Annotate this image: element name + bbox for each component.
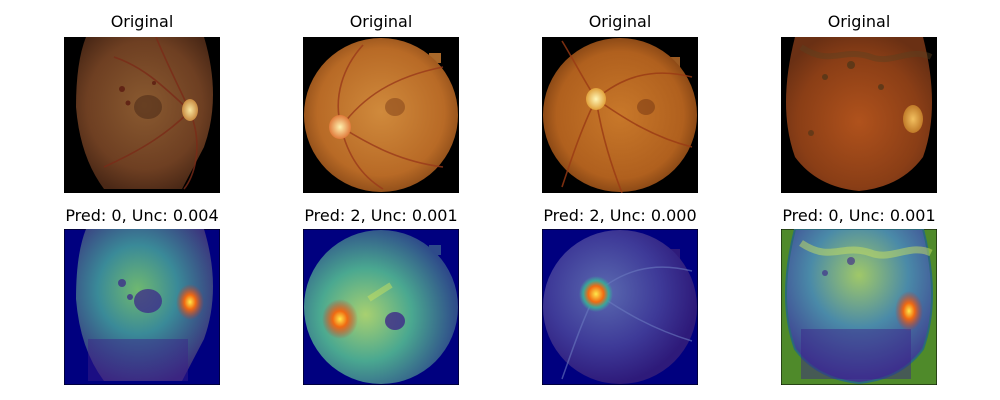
fundus-image-3 <box>542 37 698 193</box>
fundus-image-1 <box>64 37 220 193</box>
panel-title-original-1: Original <box>110 12 174 31</box>
panel-title-prediction-2: Pred: 2, Unc: 0.001 <box>304 206 458 225</box>
panel-title-prediction-4: Pred: 0, Unc: 0.001 <box>782 206 936 225</box>
heatmap-image-4 <box>781 229 937 385</box>
panel-title-original-3: Original <box>588 12 652 31</box>
panel-title-prediction-3: Pred: 2, Unc: 0.000 <box>543 206 697 225</box>
heatmap-image-2 <box>303 229 459 385</box>
panel-title-prediction-1: Pred: 0, Unc: 0.004 <box>65 206 219 225</box>
heatmap-image-3 <box>542 229 698 385</box>
heatmap-image-1 <box>64 229 220 385</box>
fundus-image-4 <box>781 37 937 193</box>
panel-title-original-4: Original <box>827 12 891 31</box>
panel-title-original-2: Original <box>349 12 413 31</box>
fundus-image-2 <box>303 37 459 193</box>
